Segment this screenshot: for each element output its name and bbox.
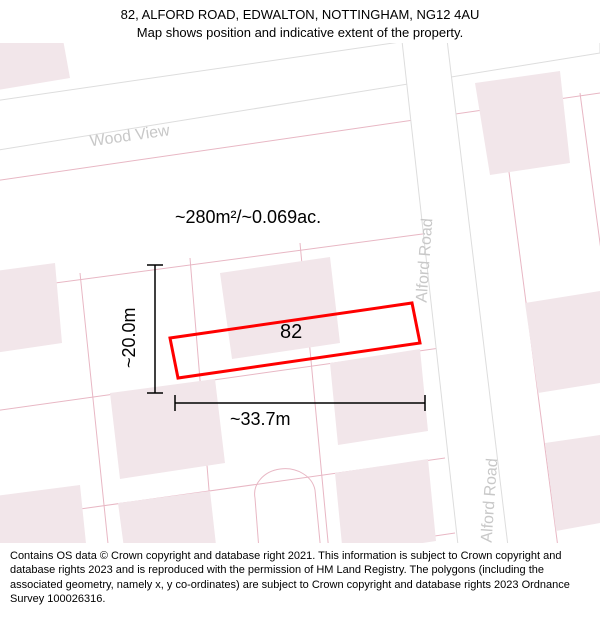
- area-label: ~280m²/~0.069ac.: [175, 207, 321, 227]
- header: 82, ALFORD ROAD, EDWALTON, NOTTINGHAM, N…: [0, 0, 600, 43]
- map-container: Wood View Alford Road Alford Road ~280m²…: [0, 43, 600, 543]
- width-label: ~33.7m: [230, 409, 291, 429]
- map-svg: Wood View Alford Road Alford Road ~280m²…: [0, 43, 600, 543]
- page-title: 82, ALFORD ROAD, EDWALTON, NOTTINGHAM, N…: [10, 6, 590, 24]
- height-label: ~20.0m: [119, 308, 139, 369]
- dim-height: [147, 265, 163, 393]
- footer-copyright: Contains OS data © Crown copyright and d…: [0, 543, 600, 614]
- house-number: 82: [280, 321, 302, 343]
- page-subtitle: Map shows position and indicative extent…: [10, 24, 590, 42]
